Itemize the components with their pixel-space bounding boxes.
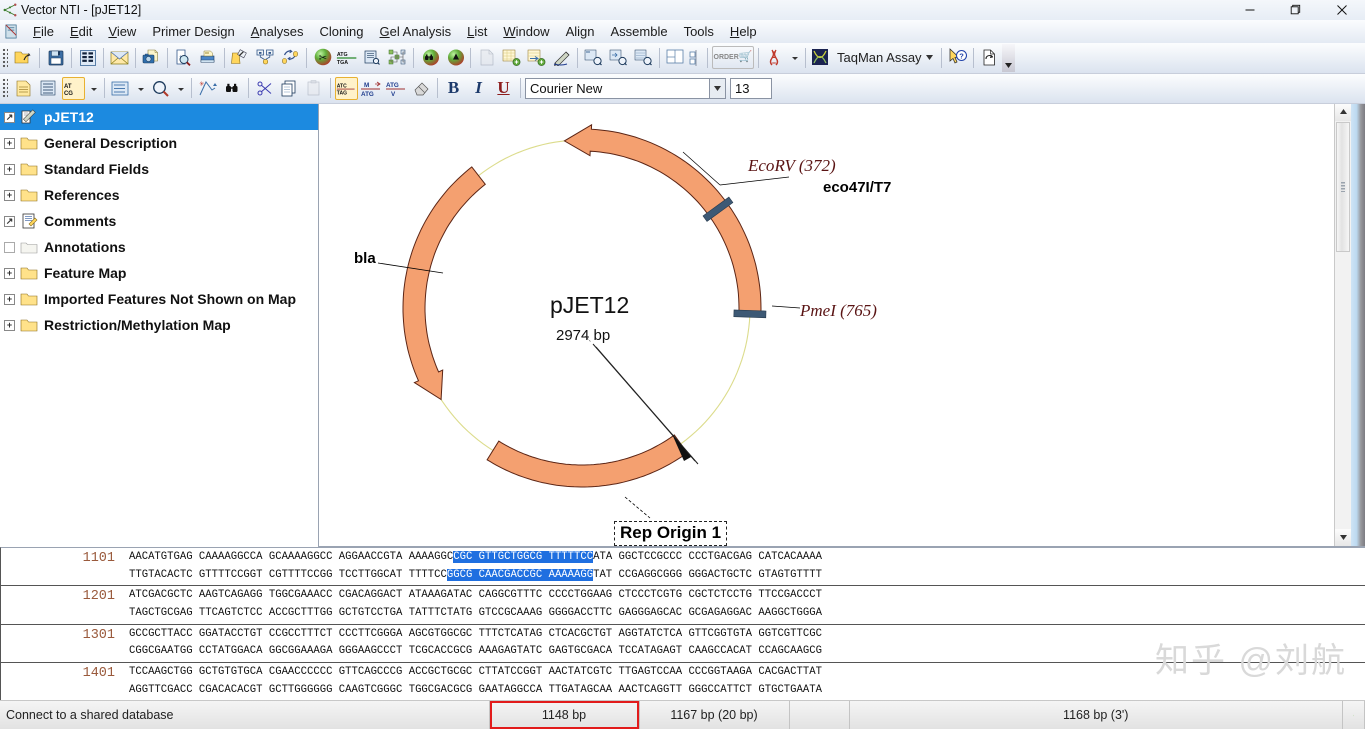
svg-text:M: M <box>364 82 369 89</box>
svg-text:✳: ✳ <box>199 80 205 88</box>
svg-text:ATG: ATG <box>361 91 374 97</box>
svg-text:?: ? <box>959 52 964 61</box>
svg-text:V: V <box>391 91 396 97</box>
svg-text:CG: CG <box>64 91 73 97</box>
svg-text:TAG: TAG <box>337 90 347 96</box>
svg-text:ATG: ATG <box>386 82 399 89</box>
svg-text:ATG: ATG <box>337 52 348 58</box>
svg-text:AT: AT <box>64 84 72 90</box>
svg-text:✂: ✂ <box>318 53 326 64</box>
svg-text:TGA: TGA <box>337 60 348 66</box>
